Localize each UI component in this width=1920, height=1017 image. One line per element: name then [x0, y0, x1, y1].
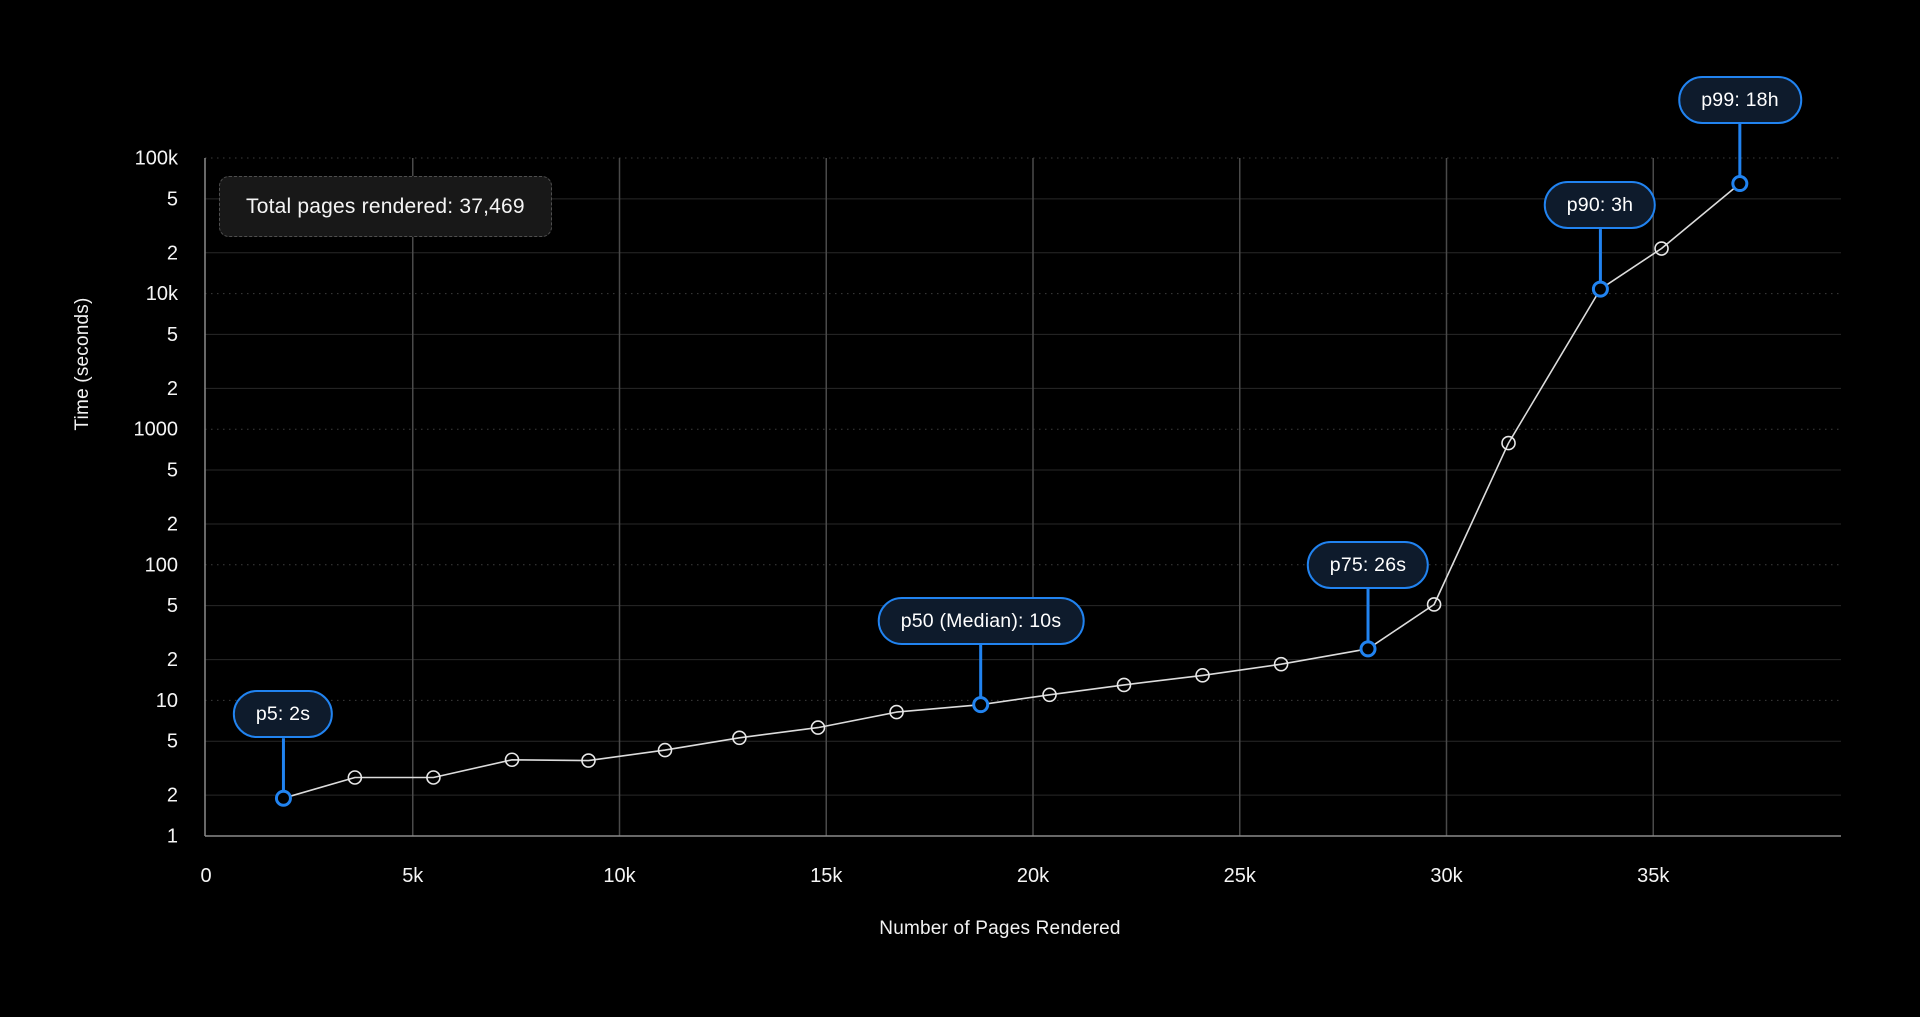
x-tick-label: 5k — [402, 865, 424, 887]
y-tick-label: 10 — [156, 690, 178, 712]
y-tick-label: 5 — [167, 324, 178, 346]
annotation-bubble-p75: p75: 26s — [1306, 541, 1430, 589]
data-point-marker[interactable] — [347, 770, 363, 785]
x-tick-label: 25k — [1224, 865, 1257, 887]
y-tick-label: 100k — [135, 148, 179, 170]
x-tick-label: 35k — [1637, 865, 1670, 887]
y-tick-label: 5 — [167, 460, 178, 482]
y-tick-label: 100 — [145, 554, 178, 576]
y-tick-label: 5 — [167, 188, 178, 210]
data-point-marker-percentile[interactable] — [1359, 640, 1377, 658]
y-tick-label: 2 — [167, 378, 178, 400]
data-point-marker[interactable] — [1426, 597, 1442, 612]
data-point-marker-percentile[interactable] — [1591, 280, 1609, 298]
x-tick-label: 10k — [603, 865, 636, 887]
data-point-marker-percentile[interactable] — [274, 789, 292, 807]
data-point-marker[interactable] — [732, 730, 747, 746]
annotation-bubble-p50: p50 (Median): 10s — [877, 597, 1085, 645]
data-point-marker[interactable] — [889, 704, 904, 720]
data-point-marker-percentile[interactable] — [1731, 175, 1749, 193]
data-point-marker[interactable] — [1654, 241, 1669, 256]
y-tick-label: 2 — [167, 785, 178, 807]
x-tick-label: 15k — [810, 865, 843, 887]
y-tick-label: 5 — [167, 595, 178, 617]
x-tick-label: 0 — [200, 865, 211, 887]
annotation-bubble-p90: p90: 3h — [1543, 181, 1657, 229]
data-point-marker-percentile[interactable] — [972, 696, 990, 714]
series-line — [283, 182, 1741, 799]
data-point-marker[interactable] — [1042, 687, 1057, 703]
y-tick-label: 2 — [167, 242, 178, 264]
data-point-marker[interactable] — [504, 752, 520, 768]
x-tick-label: 30k — [1430, 865, 1463, 887]
data-point-marker[interactable] — [426, 770, 441, 785]
x-tick-label: 20k — [1017, 865, 1050, 887]
data-point-marker[interactable] — [1116, 677, 1132, 693]
total-pages-note: Total pages rendered: 37,469 — [219, 176, 552, 237]
data-point-marker[interactable] — [581, 753, 596, 768]
data-point-marker[interactable] — [1195, 668, 1210, 683]
data-point-marker[interactable] — [1501, 435, 1516, 451]
y-tick-label: 10k — [146, 283, 179, 305]
y-tick-label: 5 — [167, 731, 178, 753]
annotation-bubble-p99: p99: 18h — [1678, 76, 1802, 124]
y-tick-label: 1000 — [134, 419, 179, 441]
x-axis-title: Number of Pages Rendered — [879, 918, 1121, 939]
annotation-bubble-p5: p5: 2s — [232, 690, 334, 738]
data-point-marker[interactable] — [657, 742, 673, 758]
data-point-marker[interactable] — [810, 720, 826, 735]
y-tick-label: 2 — [167, 649, 178, 671]
y-tick-label: 2 — [167, 513, 178, 535]
y-tick-label: 1 — [167, 826, 178, 848]
data-point-marker[interactable] — [1273, 656, 1289, 672]
y-axis-title: Time (seconds) — [72, 297, 93, 431]
